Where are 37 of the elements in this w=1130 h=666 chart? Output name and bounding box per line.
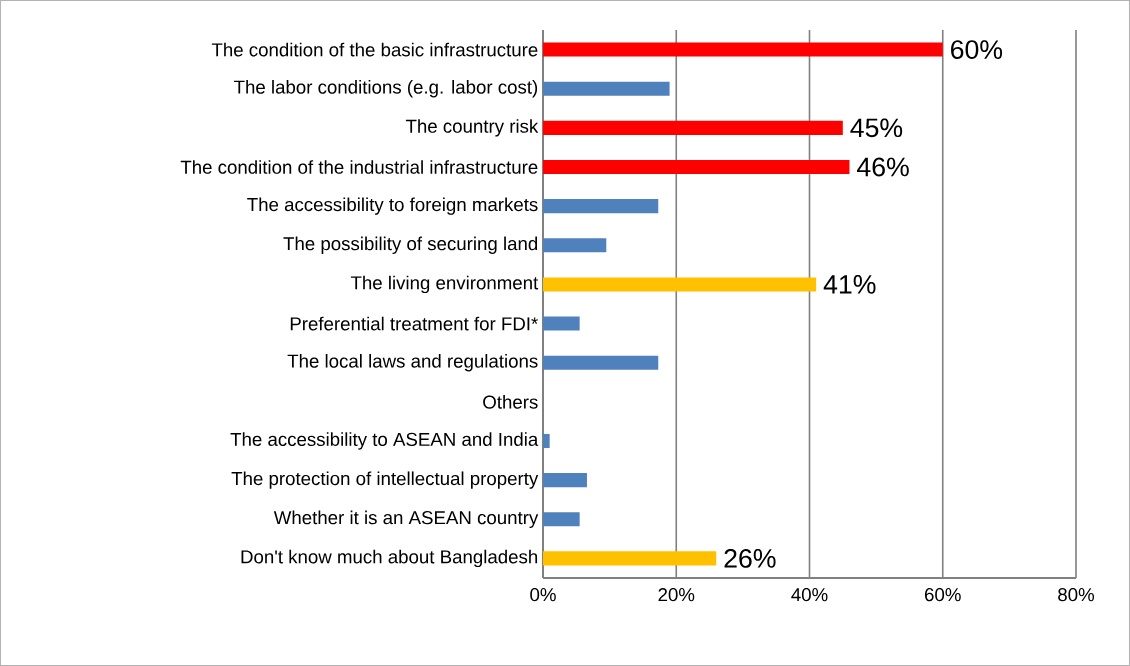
data-label: 45% [850, 118, 903, 138]
bar [543, 42, 943, 57]
y-tick-label: The protection of intellectual property [231, 471, 539, 489]
x-tick-label: 60% [925, 588, 961, 602]
y-tick-label: The living environment [350, 275, 539, 294]
bar [543, 159, 850, 175]
x-tick-label: 80% [1058, 588, 1095, 602]
y-tick-label: Don't know much about Bangladesh [241, 549, 538, 568]
bar [543, 551, 717, 566]
x-tick-label: 40% [791, 588, 828, 602]
bar [543, 433, 550, 449]
y-tick-label: Whether it is an ASEAN country [273, 510, 539, 528]
data-label: 41% [823, 275, 876, 294]
y-tick-label: The possibility of securing land [283, 236, 538, 254]
bar [543, 120, 843, 135]
y-tick-label: The condition of the industrial infrastructure [180, 160, 538, 174]
bar [543, 199, 659, 214]
bar [543, 277, 817, 292]
y-tick-label: The country risk [405, 119, 539, 137]
data-label: 60% [951, 40, 1003, 59]
data-label: 46% [857, 157, 909, 177]
bar [543, 512, 580, 527]
y-tick-label: Preferential treatment for FDI* [290, 316, 538, 331]
bar [543, 355, 659, 370]
bar [543, 316, 580, 331]
bar [543, 473, 587, 488]
y-tick-label: The labor conditions (e.g. labor cost) [234, 80, 538, 98]
y-tick-label: The accessibility to foreign markets [247, 197, 538, 215]
bar [543, 81, 670, 96]
x-tick-label: 0% [530, 588, 556, 602]
data-label: 26% [724, 548, 776, 568]
bar [543, 238, 607, 253]
x-tick-label: 20% [658, 588, 695, 602]
y-tick-label: The accessibility to ASEAN and India [230, 432, 539, 450]
y-tick-label: The local laws and regulations [287, 354, 538, 372]
y-tick-label: The condition of the basic infrastructure [211, 42, 538, 57]
y-tick-label: Others [483, 394, 538, 409]
